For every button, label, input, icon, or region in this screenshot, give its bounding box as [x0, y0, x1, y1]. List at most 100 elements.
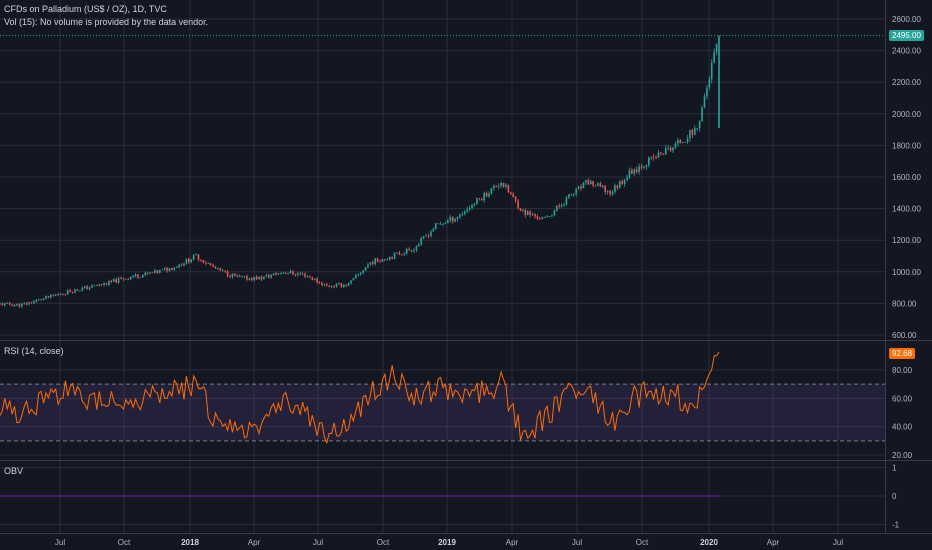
candle-body[interactable] [461, 213, 464, 215]
candle-body[interactable] [64, 293, 67, 295]
candle-body[interactable] [183, 263, 185, 266]
candle-body[interactable] [311, 277, 314, 280]
candle-body[interactable] [188, 258, 190, 263]
candle-body[interactable] [556, 205, 558, 211]
candle-body[interactable] [655, 157, 657, 159]
pane-separators[interactable] [0, 0, 932, 534]
candle-body[interactable] [175, 267, 178, 269]
candle-body[interactable] [505, 184, 507, 187]
candle-body[interactable] [52, 294, 55, 296]
candle-body[interactable] [476, 198, 478, 204]
candle-body[interactable] [703, 96, 706, 108]
candle-body[interactable] [430, 231, 432, 237]
candle-body[interactable] [594, 185, 597, 187]
candle-body[interactable] [265, 275, 268, 277]
candle-body[interactable] [541, 217, 544, 220]
candle-body[interactable] [96, 285, 98, 286]
candle-body[interactable] [146, 272, 149, 274]
candle-body[interactable] [468, 208, 471, 210]
candle-body[interactable] [580, 186, 582, 189]
candle-body[interactable] [168, 267, 171, 271]
candle-body[interactable] [558, 205, 561, 207]
candle-body[interactable] [260, 276, 263, 280]
candle-body[interactable] [427, 235, 430, 237]
candle-body[interactable] [635, 169, 638, 172]
candle-body[interactable] [691, 129, 694, 135]
candle-body[interactable] [672, 147, 674, 151]
candle-body[interactable] [369, 262, 372, 265]
candle-body[interactable] [258, 276, 260, 280]
candle-body[interactable] [340, 283, 343, 287]
candle-body[interactable] [449, 216, 452, 221]
candle-body[interactable] [500, 183, 502, 186]
candle-body[interactable] [522, 209, 524, 211]
candle-body[interactable] [589, 181, 592, 185]
candle-body[interactable] [23, 303, 26, 305]
candle-body[interactable] [47, 296, 50, 298]
candle-body[interactable] [280, 272, 282, 274]
obv-axis[interactable]: 1 0 -1 [892, 464, 900, 530]
candle-body[interactable] [631, 170, 633, 174]
candle-body[interactable] [432, 229, 435, 232]
candle-body[interactable] [621, 181, 623, 184]
candle-body[interactable] [35, 300, 38, 302]
candle-body[interactable] [367, 264, 369, 268]
candle-body[interactable] [413, 250, 415, 252]
candle-body[interactable] [638, 166, 640, 172]
candle-body[interactable] [149, 272, 151, 274]
candle-body[interactable] [161, 269, 163, 271]
candle-body[interactable] [483, 192, 485, 201]
candle-body[interactable] [466, 209, 469, 212]
candle-body[interactable] [531, 214, 534, 215]
candle-body[interactable] [224, 270, 226, 272]
candle-body[interactable] [645, 165, 648, 167]
candle-body[interactable] [679, 139, 682, 143]
candle-body[interactable] [333, 286, 335, 288]
candle-body[interactable] [379, 261, 381, 263]
candle-body[interactable] [568, 194, 570, 198]
candle-body[interactable] [575, 188, 577, 194]
candle-body[interactable] [45, 296, 47, 299]
candle-body[interactable] [318, 282, 321, 284]
candle-body[interactable] [362, 270, 364, 273]
candle-body[interactable] [510, 192, 512, 195]
candle-body[interactable] [386, 259, 389, 261]
candle-body[interactable] [473, 203, 476, 205]
candle-body[interactable] [6, 302, 9, 304]
candle-body[interactable] [701, 107, 703, 122]
candle-body[interactable] [618, 181, 621, 188]
candle-body[interactable] [108, 280, 110, 285]
candle-body[interactable] [103, 283, 105, 285]
candle-body[interactable] [342, 284, 345, 287]
candle-body[interactable] [219, 268, 222, 271]
candle-body[interactable] [677, 139, 679, 144]
candle-body[interactable] [180, 264, 183, 266]
candle-body[interactable] [74, 289, 76, 293]
candle-body[interactable] [226, 271, 229, 276]
candle-body[interactable] [529, 211, 531, 215]
candle-body[interactable] [478, 198, 481, 199]
candle-body[interactable] [16, 303, 18, 305]
candle-body[interactable] [304, 273, 306, 277]
candle-body[interactable] [62, 293, 64, 295]
candle-body[interactable] [376, 258, 379, 262]
candle-body[interactable] [364, 267, 367, 271]
candle-body[interactable] [439, 223, 442, 225]
candle-body[interactable] [282, 272, 285, 274]
candle-body[interactable] [425, 235, 427, 237]
candle-body[interactable] [667, 147, 669, 149]
candle-body[interactable] [553, 210, 556, 216]
candle-body[interactable] [626, 177, 628, 181]
candle-body[interactable] [444, 222, 447, 224]
candle-body[interactable] [454, 218, 456, 222]
candle-body[interactable] [708, 79, 711, 88]
candle-body[interactable] [401, 254, 403, 256]
candle-body[interactable] [299, 273, 301, 275]
candle-body[interactable] [69, 290, 72, 293]
candle-body[interactable] [560, 205, 563, 207]
candle-body[interactable] [125, 278, 127, 280]
candle-body[interactable] [248, 278, 251, 280]
candle-body[interactable] [241, 276, 243, 278]
candle-body[interactable] [202, 260, 205, 263]
candle-body[interactable] [66, 290, 69, 295]
